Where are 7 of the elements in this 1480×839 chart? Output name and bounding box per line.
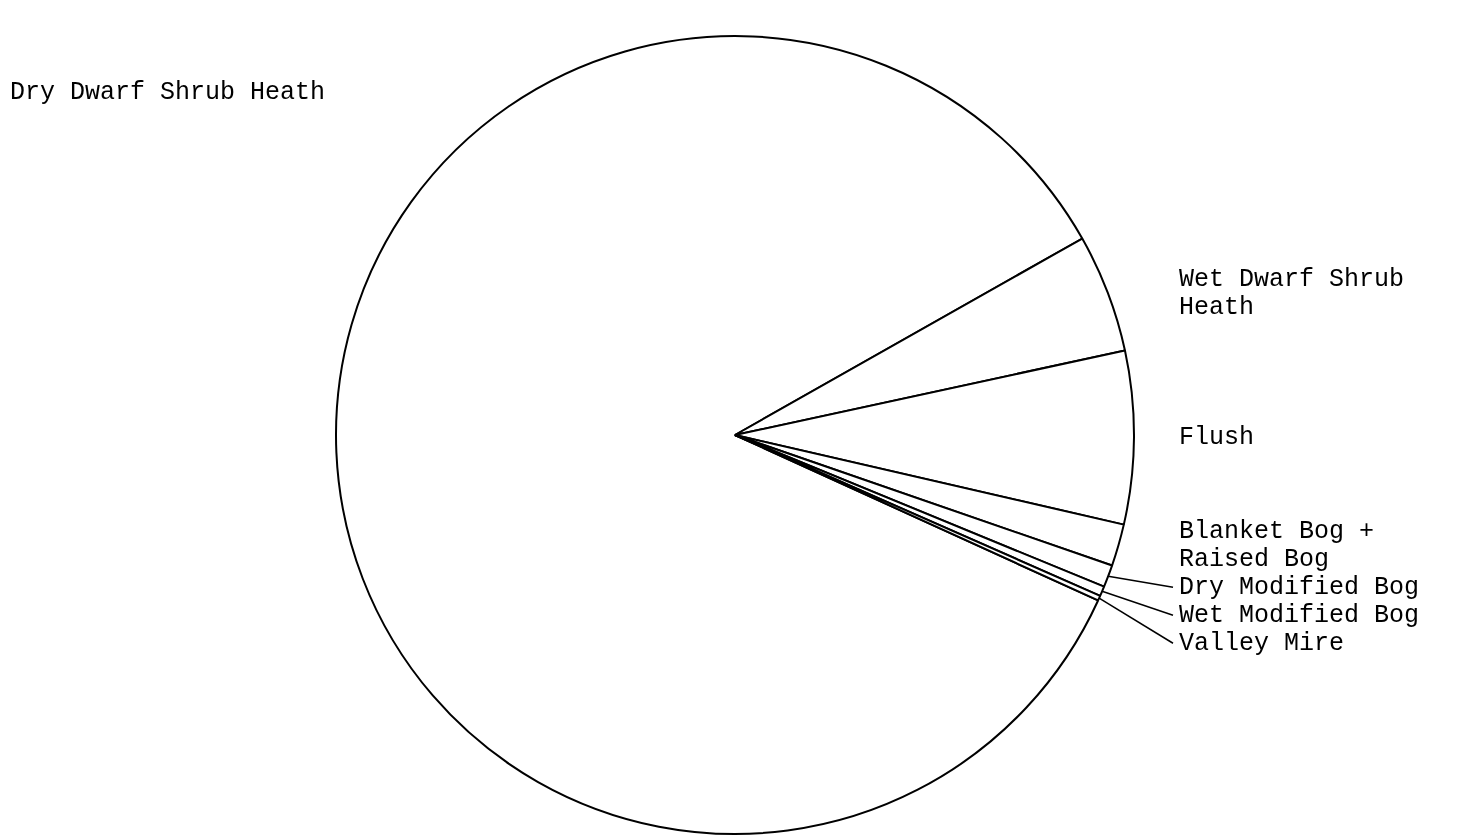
slice-label: Wet Modified Bog [1179,600,1420,630]
slice-label: Wet Dwarf Shrub Heath [1179,264,1405,322]
slice-label: Blanket Bog + Raised Bog [1179,516,1375,574]
slice-label: Valley Mire [1179,628,1345,658]
slice-label: Dry Modified Bog [1179,572,1420,602]
slice-label: Flush [1179,423,1255,453]
slice-label: Dry Dwarf Shrub Heath [10,77,326,107]
